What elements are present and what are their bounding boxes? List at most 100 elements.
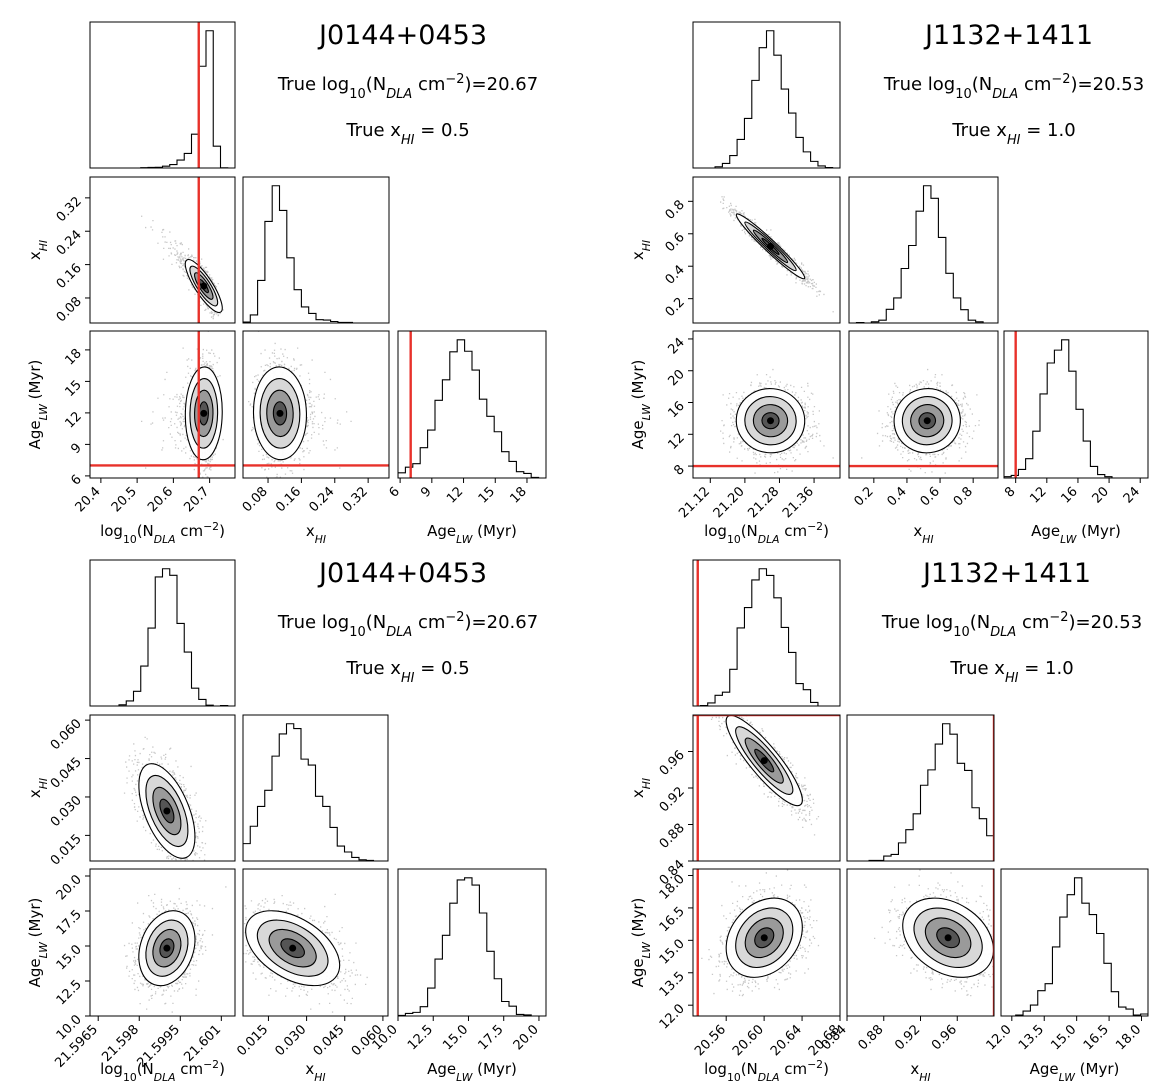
density-peak	[766, 242, 774, 250]
y-tick-label: 15.0	[657, 937, 688, 968]
x-tick-label: 0.045	[311, 1022, 348, 1059]
x-tick-label: 9	[418, 484, 434, 500]
x-tick-label: 20.6	[145, 484, 176, 515]
x-axis-label: AgeLW (Myr)	[1031, 522, 1121, 546]
panel-frame	[848, 176, 999, 324]
panel-frame	[242, 714, 389, 862]
panel-frame	[846, 714, 995, 862]
y-tick-label: 0.92	[657, 784, 688, 815]
x-tick-label: 8	[1002, 484, 1018, 500]
x-tick-label: 20.4	[73, 484, 104, 515]
density-peak	[923, 417, 931, 425]
x-tick-label: 16.5	[1081, 1022, 1112, 1053]
panel-frame	[1003, 330, 1149, 479]
true-ndla-label: True log10(NDLA cm−2)=20.67	[277, 72, 538, 102]
y-tick-label: 12	[666, 431, 688, 453]
y-tick-label: 0.96	[657, 748, 688, 779]
y-tick-label: 0.8	[663, 198, 688, 223]
panel-frame	[89, 714, 236, 862]
x-tick-label: 0.24	[307, 484, 338, 515]
x-tick-label: 18.0	[1113, 1022, 1144, 1053]
true-xhi-label: True xHI = 0.5	[345, 658, 469, 686]
hist-2	[1004, 339, 1148, 478]
x-tick-label: 24	[1121, 484, 1143, 506]
y-axis-label: AgeLW (Myr)	[26, 360, 50, 450]
x-tick-label: 17.5	[475, 1022, 506, 1053]
hist-2	[398, 339, 546, 478]
x-tick-label: 21.36	[780, 484, 817, 521]
panel-1-0: 0.2 0.4 0.6 0.8 xHI	[629, 176, 841, 324]
y-axis-label: AgeLW (Myr)	[26, 898, 50, 988]
x-tick-label: 21.28	[745, 484, 782, 521]
x-tick-label: 20.60	[730, 1022, 767, 1059]
hist-1	[243, 723, 388, 861]
x-tick-label: 15	[476, 484, 498, 506]
y-axis-label: xHI	[26, 240, 50, 260]
y-tick-label: 18	[63, 346, 85, 368]
x-axis-label: xHI	[910, 1060, 930, 1084]
y-tick-label: 0.045	[48, 755, 85, 792]
panel-0-0	[89, 21, 236, 169]
true-ndla-label: True log10(NDLA cm−2)=20.53	[881, 610, 1142, 640]
y-tick-label: 12	[63, 409, 85, 431]
panel-frame	[1000, 868, 1149, 1017]
y-tick-label: 16.5	[657, 904, 688, 935]
x-tick-label: 21.20	[711, 484, 748, 521]
x-tick-label: 12.0	[984, 1022, 1015, 1053]
y-tick-label: 0.4	[663, 262, 688, 287]
x-axis-label: log10(NDLA cm−2)	[100, 520, 225, 546]
panel-frame	[89, 868, 236, 1017]
y-tick-label: 0.16	[54, 261, 85, 292]
x-tick-label: 0.030	[273, 1022, 310, 1059]
x-tick-label: 18	[507, 484, 529, 506]
object-title: J1132+1411	[923, 20, 1093, 51]
true-ndla-label: True log10(NDLA cm−2)=20.67	[277, 610, 538, 640]
panel-frame	[242, 176, 390, 324]
x-axis-label: xHI	[913, 522, 933, 546]
x-axis-label: xHI	[305, 1060, 325, 1084]
x-tick-label: 21.12	[676, 484, 713, 521]
panel-frame	[692, 176, 841, 324]
y-axis-label: xHI	[629, 778, 653, 798]
hist-2	[398, 877, 546, 1016]
y-tick-label: 6	[68, 472, 84, 488]
hist-0	[693, 30, 840, 168]
x-axis-label: AgeLW (Myr)	[427, 522, 517, 546]
y-tick-label: 17.5	[54, 907, 85, 938]
panel-0-0	[89, 559, 236, 707]
panel-2-2: 12.0 13.5 15.0 16.5 18.0 AgeLW (Myr)	[984, 868, 1149, 1084]
x-axis-label: log10(NDLA cm−2)	[100, 1058, 225, 1084]
corner-plot-bottom-left: 0.0150.0300.0450.060xHI21.596521.59821.5…	[26, 558, 547, 1084]
x-tick-label: 0.96	[929, 1022, 960, 1053]
panel-frame	[692, 868, 841, 1017]
object-title: J1132+1411	[921, 558, 1091, 589]
y-tick-label: 0.32	[54, 194, 85, 225]
y-tick-label: 12.5	[54, 977, 85, 1008]
x-tick-label: 20.56	[692, 1022, 729, 1059]
panel-2-2: 6 9 12 15 18 AgeLW (Myr)	[386, 330, 547, 546]
corner-plot-top-right: 0.2 0.4 0.6 0.8 xHI 21.1221.2021.2821.36log10…	[629, 20, 1149, 546]
y-tick-label: 20.0	[54, 872, 85, 903]
y-tick-label: 0.015	[48, 832, 85, 869]
x-tick-label: 0.92	[892, 1022, 923, 1053]
density-peak	[163, 944, 171, 952]
density-peak	[289, 944, 297, 952]
x-tick-label: 15.0	[440, 1022, 471, 1053]
density-peak	[163, 807, 171, 815]
x-tick-label: 6	[386, 484, 402, 500]
panel-frame	[692, 21, 841, 169]
x-tick-label: 20.0	[511, 1022, 542, 1053]
x-tick-label: 16	[1058, 484, 1080, 506]
object-title: J0144+0453	[317, 558, 487, 589]
hist-1	[243, 185, 389, 323]
panel-frame	[89, 176, 236, 324]
x-tick-label: 12.5	[405, 1022, 436, 1053]
y-tick-label: 15	[63, 378, 85, 400]
